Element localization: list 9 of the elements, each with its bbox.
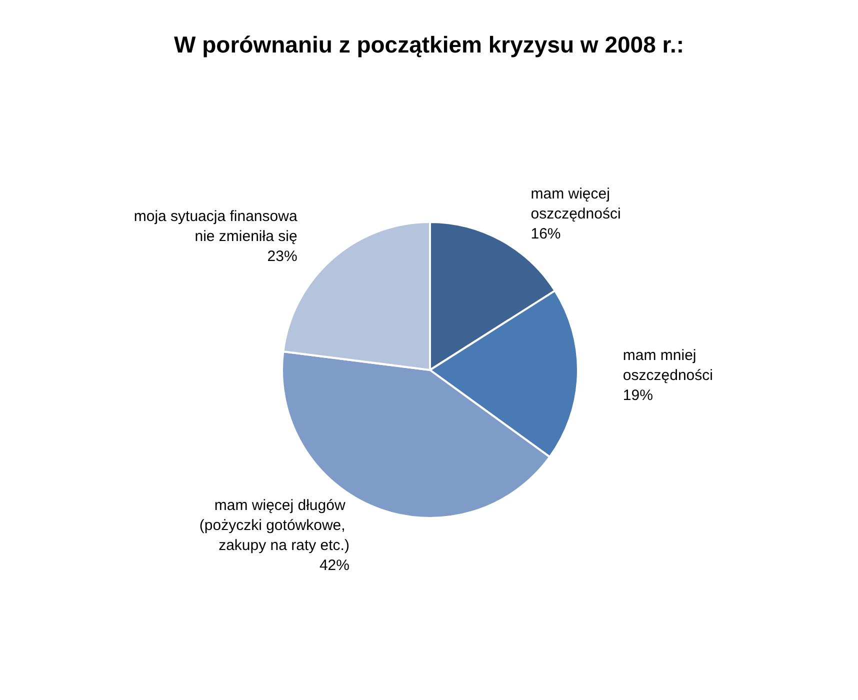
data-label: 42%: [319, 557, 350, 574]
data-label: 16%: [530, 226, 561, 243]
data-label: 23%: [267, 248, 298, 265]
slice-label: moja sytuacja finansowa nie zmieniła się: [134, 208, 298, 245]
slice-label: mam mniej oszczędności: [622, 347, 713, 384]
slice-label: mam więcej długów (pożyczki gotówkowe, zakupy na raty etc.): [199, 497, 350, 554]
slice-label: mam więcej oszczędności: [530, 186, 621, 223]
data-label: 19%: [622, 387, 653, 404]
chart-title: W porównaniu z początkiem kryzysu w 2008 r.:: [174, 32, 684, 58]
